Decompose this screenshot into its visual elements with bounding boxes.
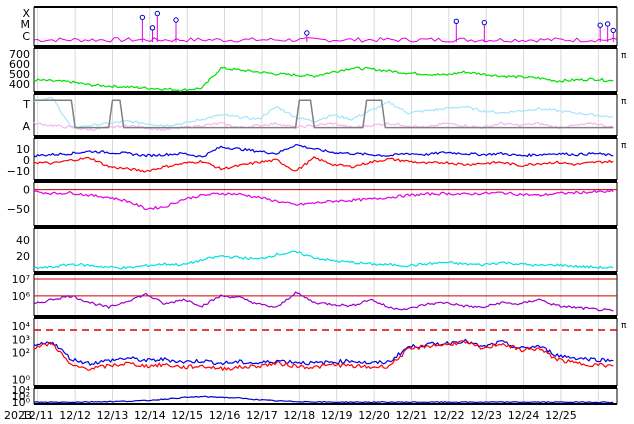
- panel-bz: 100−10 π: [7, 137, 627, 181]
- series-red: [33, 340, 614, 371]
- flare-event-marker: [149, 25, 156, 31]
- x-tick-label: 12/18: [283, 409, 315, 422]
- x-tick-label: 12/16: [209, 409, 241, 422]
- y-tick-label: 500: [9, 68, 30, 81]
- x-tick-label: 12/11: [22, 409, 54, 422]
- vertical-gridlines: [37, 7, 599, 404]
- series-red: [33, 156, 614, 173]
- corner-mark: π: [621, 321, 627, 331]
- y-tick-label: 10²: [12, 390, 30, 403]
- x-tick-label: 12/12: [59, 409, 91, 422]
- y-tick-label: M: [21, 18, 31, 31]
- x-tick-label: 12/24: [508, 409, 540, 422]
- series-lightblue: [33, 96, 614, 129]
- x-tick-label: 12/13: [97, 409, 129, 422]
- corner-mark: π: [621, 141, 627, 151]
- y-tick-label: 10⁴: [12, 320, 31, 333]
- y-tick-label: T: [22, 98, 30, 111]
- panel-bz-type: TAπ: [22, 93, 627, 137]
- corner-mark: π: [621, 51, 627, 61]
- series-blue: [33, 144, 614, 158]
- y-tick-label: A: [22, 120, 30, 133]
- x-tick-label: 12/21: [396, 409, 428, 422]
- y-tick-label: 10⁶: [12, 290, 31, 303]
- series-pink: [33, 121, 614, 132]
- flare-event-marker: [173, 17, 179, 23]
- corner-mark: π: [621, 97, 627, 107]
- x-tick-label: 2023: [4, 409, 32, 422]
- x-tick-label: 12/14: [134, 409, 166, 422]
- flare-event-marker: [453, 18, 460, 24]
- flare-event-marker: [604, 21, 611, 27]
- x-tick-label: 12/19: [321, 409, 353, 422]
- series-green: [33, 66, 614, 92]
- flare-event-marker: [304, 30, 310, 36]
- y-tick-label: 700: [9, 48, 30, 61]
- y-tick-label: 10⁷: [12, 273, 30, 286]
- series-magenta: [33, 36, 618, 43]
- y-tick-label: 10⁰: [12, 396, 31, 409]
- series-gray: [34, 99, 614, 129]
- y-tick-label: −50: [7, 203, 30, 216]
- x-tick-label: 12/17: [246, 409, 278, 422]
- y-tick-label: 10³: [12, 333, 30, 346]
- series-magenta: [33, 189, 614, 211]
- series-purple: [33, 291, 614, 312]
- y-tick-label: 10⁰: [12, 373, 31, 386]
- series-blue: [33, 338, 614, 366]
- flare-event-marker: [597, 22, 603, 28]
- x-tick-label: 12/23: [470, 409, 502, 422]
- x-tick-label: 12/25: [545, 409, 577, 422]
- y-tick-label: 10: [16, 143, 30, 156]
- y-tick-label: 400: [9, 78, 30, 91]
- y-tick-label: 40: [16, 234, 30, 247]
- x-tick-label: 12/20: [358, 409, 390, 422]
- chart-panels: XMC700600500400πTAπ100−10π0−50402010⁷10⁶…: [7, 6, 627, 409]
- x-tick-label: 12/15: [171, 409, 203, 422]
- y-tick-label: 0: [23, 154, 30, 167]
- y-tick-label: 600: [9, 58, 30, 71]
- y-tick-label: −10: [7, 165, 30, 178]
- panel-dst: 0−50: [7, 181, 618, 227]
- y-tick-label: 20: [16, 250, 30, 263]
- y-tick-label: 10²: [12, 347, 30, 360]
- panel-flare: XMC: [21, 6, 618, 47]
- series-navy: [34, 395, 614, 404]
- y-tick-label: X: [22, 7, 30, 20]
- flare-event-marker: [481, 19, 488, 26]
- series-cyan: [33, 250, 614, 270]
- x-tick-label: 12/22: [433, 409, 465, 422]
- flare-event-marker: [139, 14, 146, 21]
- y-tick-label: 10⁴: [12, 384, 31, 397]
- flare-event-marker: [610, 27, 616, 34]
- y-tick-label: 0: [23, 184, 30, 197]
- y-tick-label: C: [22, 30, 30, 43]
- flare-event-marker: [154, 10, 161, 17]
